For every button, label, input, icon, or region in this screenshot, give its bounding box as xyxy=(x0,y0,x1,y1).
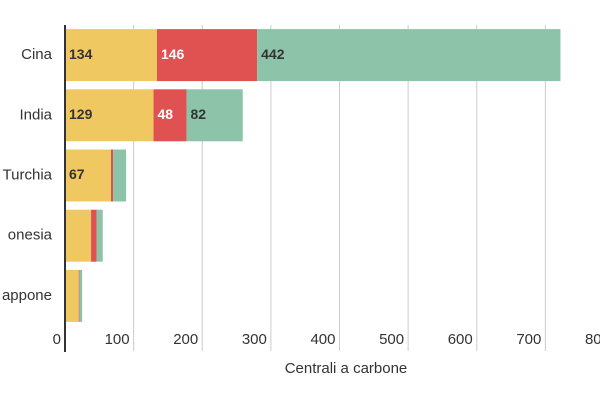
value-label: 442 xyxy=(261,46,285,62)
y-tick-label: Cina xyxy=(21,46,53,63)
bar-segment xyxy=(153,89,187,142)
x-tick-label: 0 xyxy=(53,331,61,348)
value-label: 82 xyxy=(190,106,206,122)
bar-segment xyxy=(91,209,97,262)
y-tick-label: onesia xyxy=(8,227,53,244)
value-label: 129 xyxy=(69,106,93,122)
bar-segment xyxy=(156,29,258,82)
bar-segment xyxy=(96,209,103,262)
bar-segment xyxy=(65,269,79,322)
value-label: 146 xyxy=(161,46,185,62)
bar-segment xyxy=(65,29,157,82)
x-tick-label: 700 xyxy=(516,331,541,348)
x-tick-label: 300 xyxy=(242,331,267,348)
x-tick-label: 600 xyxy=(448,331,473,348)
y-tick-label: Turchia xyxy=(3,166,53,183)
x-tick-label: 100 xyxy=(105,331,130,348)
x-tick-label: 400 xyxy=(310,331,335,348)
bar-segment xyxy=(257,29,561,82)
bar-segment xyxy=(186,89,243,142)
x-tick-label: 200 xyxy=(173,331,198,348)
value-label: 48 xyxy=(158,106,174,122)
y-tick-label: appone xyxy=(2,287,52,304)
x-tick-label: 500 xyxy=(379,331,404,348)
x-tick-label: 800 xyxy=(585,331,600,348)
bar-segment xyxy=(79,269,83,322)
bar-segment xyxy=(110,149,114,202)
bar-segment xyxy=(113,149,127,202)
bar-segment xyxy=(65,209,92,262)
x-axis-title: Centrali a carbone xyxy=(285,360,408,377)
value-label: 67 xyxy=(69,166,85,182)
bar-segment xyxy=(65,149,111,202)
bar-segment xyxy=(65,89,154,142)
y-tick-label: India xyxy=(19,106,52,123)
bar-segment xyxy=(78,269,80,322)
value-label: 134 xyxy=(69,46,93,62)
